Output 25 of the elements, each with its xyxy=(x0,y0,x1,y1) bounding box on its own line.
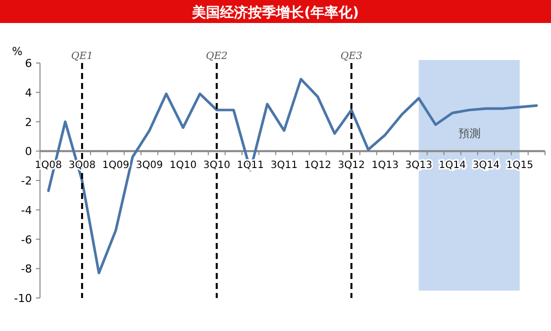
y-tick-label: -8 xyxy=(21,262,32,276)
y-tick-label: 0 xyxy=(25,145,32,158)
x-tick-label: 1Q14 xyxy=(438,160,466,172)
y-tick-label: -4 xyxy=(21,204,32,217)
y-axis-title: % xyxy=(12,45,22,58)
y-tick-label: -2 xyxy=(21,174,32,188)
y-tick-label: -10 xyxy=(14,292,32,305)
x-tick-label: 1Q13 xyxy=(372,160,399,172)
x-tick-label: 1Q15 xyxy=(506,160,534,172)
ref-line-label: QE2 xyxy=(206,51,228,62)
y-tick-label: -6 xyxy=(21,233,32,246)
x-tick-label: 3Q09 xyxy=(136,160,163,172)
x-tick-label: 3Q11 xyxy=(270,160,298,172)
y-tick-label: 4 xyxy=(25,86,32,100)
chart-title: 美国经济按季增长(年率化) xyxy=(191,4,359,21)
x-tick-label: 1Q10 xyxy=(170,160,197,172)
ref-line-label: QE1 xyxy=(71,51,94,62)
band-label: 預測 xyxy=(458,127,480,140)
y-tick-label: 2 xyxy=(25,116,32,129)
x-tick-label: 3Q14 xyxy=(472,160,500,172)
x-tick-label: 1Q12 xyxy=(304,160,332,172)
x-tick-label: 1Q09 xyxy=(102,160,130,172)
y-tick-label: 6 xyxy=(25,57,32,70)
ref-line-label: QE3 xyxy=(340,51,362,62)
x-tick-label: 3Q13 xyxy=(405,160,432,172)
